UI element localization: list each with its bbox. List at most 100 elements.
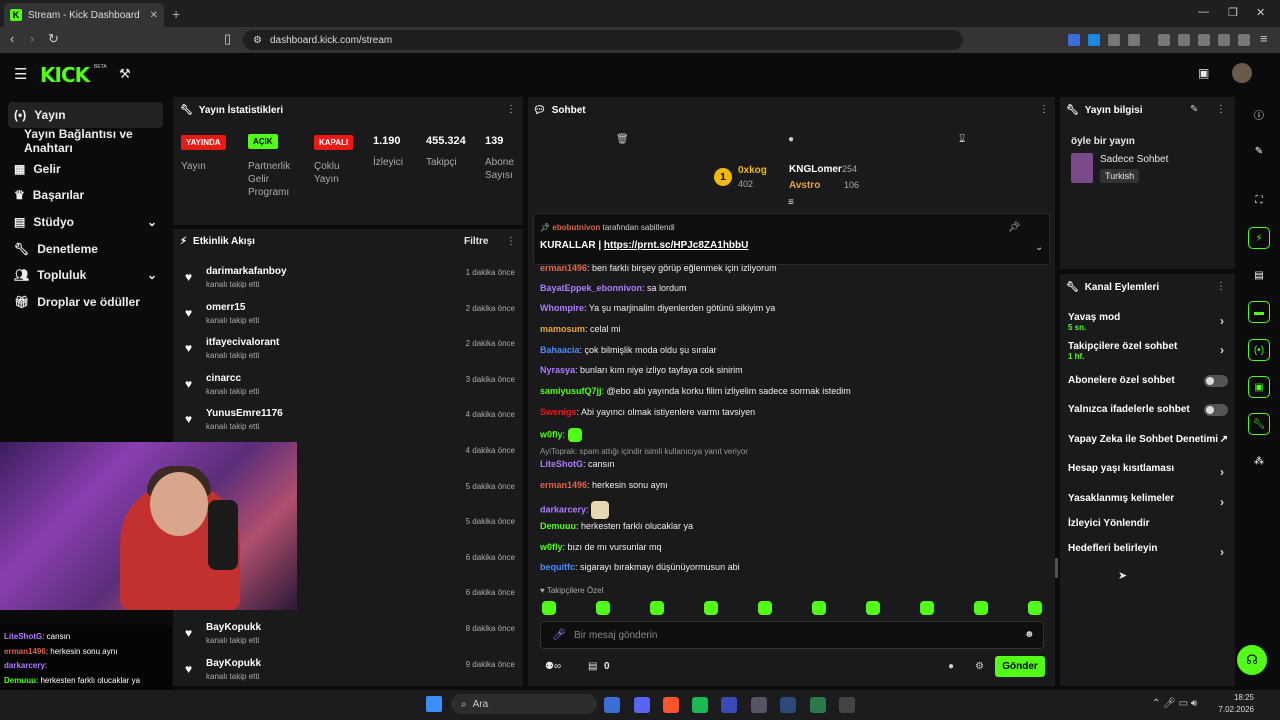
chat-username[interactable]: Swenigs: [540, 407, 577, 417]
chat-username[interactable]: w0fly: [540, 542, 563, 552]
extension-icon[interactable]: [1068, 34, 1080, 46]
extension-icon[interactable]: [1088, 34, 1100, 46]
chat-username[interactable]: samiyusufQ7jj: [540, 386, 602, 396]
chat-username[interactable]: BayatEppek_ebonnivon: [540, 283, 643, 293]
chat-username[interactable]: mamosum: [540, 324, 586, 334]
address-bar[interactable]: ⚙ dashboard.kick.com/stream: [243, 30, 963, 50]
channel-action-item[interactable]: Hesap yaşı kısıtlaması ›: [1068, 463, 1228, 479]
channel-action-item[interactable]: İzleyici Yönlendir: [1068, 518, 1228, 529]
chat-icon[interactable]: ▬: [1248, 301, 1270, 323]
hourglass-icon[interactable]: ⌛︎: [959, 134, 966, 145]
sidebar-item-denetleme[interactable]: 🔧︎ Denetleme: [14, 242, 98, 256]
vpn-icon[interactable]: [1238, 34, 1250, 46]
emote-icon[interactable]: [1028, 601, 1042, 615]
steam-icon[interactable]: [604, 697, 620, 713]
activity-username[interactable]: YunusEmre1176: [206, 408, 283, 420]
pinned-link[interactable]: https://prnt.sc/HPJc8ZA1hbbU: [603, 240, 749, 251]
send-button[interactable]: Gönder: [995, 656, 1045, 677]
chat-username[interactable]: Demuuu: [540, 521, 576, 531]
info-icon[interactable]: ⓘ: [1254, 110, 1264, 122]
hamburger-icon[interactable]: ☰: [14, 66, 28, 83]
gear-icon[interactable]: ⚙: [975, 661, 984, 672]
reload-icon[interactable]: ↻: [48, 31, 59, 46]
focus-icon[interactable]: ⛶: [1255, 194, 1263, 206]
sidebar-item-stream-key[interactable]: Yayın Bağlantısı ve Anahtarı: [24, 127, 133, 155]
spotify-icon[interactable]: [692, 697, 708, 713]
sidebar-item-topluluk[interactable]: 👥︎ Topluluk ⌄: [14, 268, 157, 282]
sidebar-icon[interactable]: [1178, 34, 1190, 46]
chat-username[interactable]: Bahaacia: [540, 345, 580, 355]
mic-icon[interactable]: 🎤︎: [552, 629, 566, 641]
emote-icon[interactable]: [866, 601, 880, 615]
discord-icon[interactable]: [634, 697, 650, 713]
sidebar-item-yayin[interactable]: (•) Yayın: [8, 102, 163, 128]
emote-icon[interactable]: [650, 601, 664, 615]
ai-icon[interactable]: [1218, 34, 1230, 46]
emote-icon[interactable]: [704, 601, 718, 615]
chat-username[interactable]: erman1496: [540, 480, 588, 490]
chat-bubble-icon[interactable]: ●: [788, 134, 795, 145]
channel-action-item[interactable]: Abonelere özel sohbet: [1068, 375, 1228, 387]
chat-settings-icon[interactable]: ●: [948, 661, 955, 672]
app-icon[interactable]: [721, 697, 737, 713]
back-icon[interactable]: ‹: [10, 31, 15, 46]
kick-logo[interactable]: KICK: [40, 63, 90, 87]
windows-start-icon[interactable]: [426, 696, 442, 712]
chat-username[interactable]: w0fly: [540, 429, 563, 440]
sidebar-item-studyo[interactable]: ▤ Stüdyo ⌄: [14, 215, 157, 229]
emote-icon[interactable]: [920, 601, 934, 615]
edit-icon[interactable]: ✎: [1190, 104, 1199, 115]
activity-username[interactable]: BayKopukk: [206, 622, 262, 633]
studio-icon[interactable]: ▣: [1248, 376, 1270, 398]
chat-username[interactable]: darkarcery: [540, 504, 587, 515]
category-name[interactable]: Sadece Sohbet: [1100, 154, 1169, 165]
pin-icon[interactable]: 📌︎: [1008, 222, 1021, 233]
extension-icon[interactable]: [1108, 34, 1120, 46]
chat-input[interactable]: [540, 621, 1044, 649]
channel-action-item[interactable]: Takipçilere özel sohbet 1 hf. ›: [1068, 341, 1228, 361]
broadcast-icon[interactable]: (•): [1248, 339, 1270, 361]
app-icon[interactable]: [751, 697, 767, 713]
more-icon[interactable]: ⋮: [1216, 281, 1226, 292]
activity-username[interactable]: itfayecivalorant: [206, 337, 280, 349]
trash-icon[interactable]: 🗑︎: [616, 134, 629, 145]
toggle-switch[interactable]: [1204, 404, 1228, 416]
store-icon[interactable]: ▤: [588, 661, 598, 672]
extension-icon[interactable]: [1128, 34, 1140, 46]
close-window-icon[interactable]: ✕: [1256, 7, 1266, 19]
scrollbar[interactable]: [1055, 558, 1058, 578]
chat-username[interactable]: erman1496: [540, 263, 588, 273]
sidebar-item-droplar[interactable]: 🎁︎ Droplar ve ödüller: [14, 295, 140, 309]
emote-icon[interactable]: [542, 601, 556, 615]
new-tab-icon[interactable]: +: [172, 6, 181, 22]
edit-icon[interactable]: ✎: [1254, 145, 1264, 157]
maximize-icon[interactable]: ❐: [1228, 7, 1238, 19]
toggle-switch[interactable]: [1204, 375, 1228, 387]
more-icon[interactable]: ⋮: [506, 104, 516, 115]
steam-icon[interactable]: [780, 697, 796, 713]
activity-username[interactable]: omerr15: [206, 301, 246, 313]
emote-icon[interactable]: [596, 601, 610, 615]
emoji-icon[interactable]: ☻: [1024, 629, 1035, 640]
activity-username[interactable]: cinarcc: [206, 372, 242, 384]
channel-action-item[interactable]: Yalnızca ifadelerle sohbet: [1068, 404, 1228, 416]
browser-tab[interactable]: K Stream - Kick Dashboard ✕: [4, 3, 164, 27]
emote-icon[interactable]: [758, 601, 772, 615]
wallet-icon[interactable]: [1198, 34, 1210, 46]
site-info-icon[interactable]: ⚙: [253, 34, 262, 46]
activity-username[interactable]: darimarkafanboy: [206, 266, 287, 277]
chat-username[interactable]: Nyrasya: [540, 365, 576, 375]
brave-icon[interactable]: [663, 697, 679, 713]
bolt-icon[interactable]: ⚡︎: [1248, 227, 1270, 249]
chat-username[interactable]: Whompire: [540, 303, 584, 313]
minimize-icon[interactable]: —: [1198, 6, 1209, 18]
channel-action-item[interactable]: Hedefleri belirleyin ›: [1068, 543, 1228, 559]
activity-username[interactable]: BayKopukk: [206, 658, 262, 669]
avatar[interactable]: [1232, 63, 1252, 83]
chat-username[interactable]: bequitfc: [540, 562, 575, 572]
app-icon[interactable]: [810, 697, 826, 713]
tools-icon[interactable]: ⚒: [119, 66, 131, 81]
channel-action-item[interactable]: Yasaklanmış kelimeler ›: [1068, 493, 1228, 509]
filter-button[interactable]: Filtre: [464, 236, 489, 247]
chevron-down-icon[interactable]: ⌄: [1035, 242, 1044, 253]
